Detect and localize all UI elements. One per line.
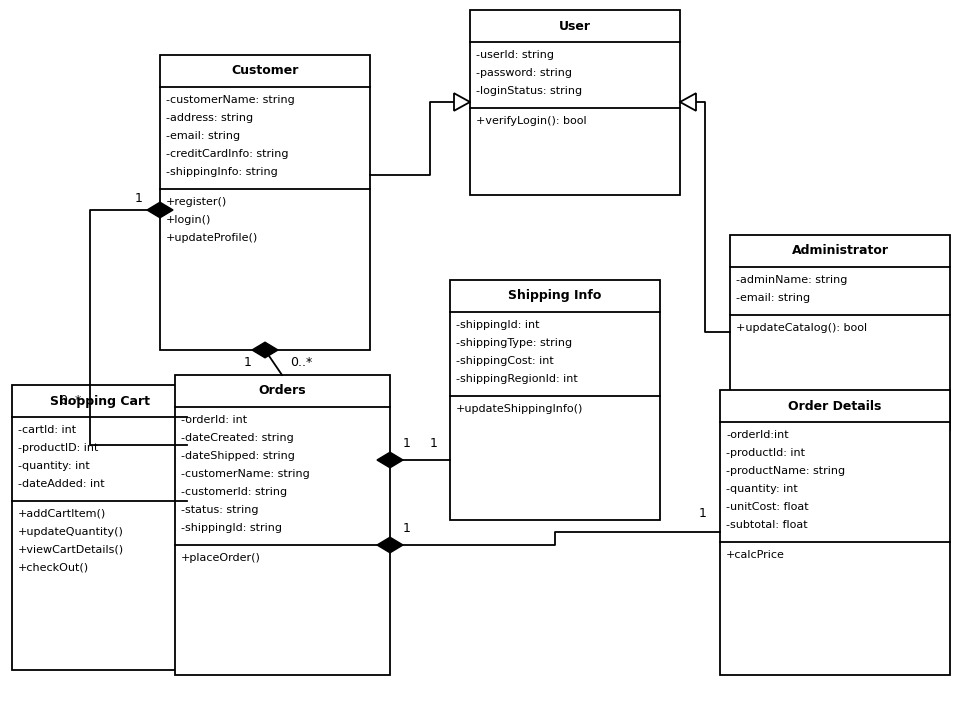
- Text: -dateCreated: string: -dateCreated: string: [181, 433, 294, 443]
- Text: -productID: int: -productID: int: [18, 443, 99, 453]
- Bar: [12, 385, 187, 670]
- Text: -shippingType: string: -shippingType: string: [456, 338, 572, 348]
- Text: -email: string: -email: string: [736, 293, 810, 303]
- Text: -customerId: string: -customerId: string: [181, 487, 287, 497]
- Text: Shopping Cart: Shopping Cart: [49, 395, 149, 407]
- Text: +updateQuantity(): +updateQuantity(): [18, 527, 124, 537]
- Text: Order Details: Order Details: [789, 400, 882, 412]
- Polygon shape: [147, 202, 173, 218]
- Text: -cartId: int: -cartId: int: [18, 425, 77, 435]
- Polygon shape: [377, 537, 403, 553]
- Text: +updateCatalog(): bool: +updateCatalog(): bool: [736, 323, 867, 333]
- Text: Customer: Customer: [232, 64, 298, 78]
- Text: -dateAdded: int: -dateAdded: int: [18, 479, 105, 489]
- Bar: [730, 235, 950, 430]
- Text: 1: 1: [135, 192, 143, 204]
- Text: +placeOrder(): +placeOrder(): [181, 553, 261, 563]
- Text: -shippingInfo: string: -shippingInfo: string: [166, 167, 278, 177]
- Text: Shipping Info: Shipping Info: [509, 290, 602, 302]
- Bar: [175, 375, 390, 675]
- Bar: [720, 390, 950, 675]
- Text: -loginStatus: string: -loginStatus: string: [476, 86, 582, 96]
- Text: -unitCost: float: -unitCost: float: [726, 502, 808, 512]
- Polygon shape: [252, 342, 278, 358]
- Text: -password: string: -password: string: [476, 68, 572, 78]
- Text: -shippingId: string: -shippingId: string: [181, 523, 282, 533]
- Text: -productName: string: -productName: string: [726, 466, 845, 476]
- Text: -status: string: -status: string: [181, 505, 259, 515]
- Text: -subtotal: float: -subtotal: float: [726, 520, 807, 530]
- Text: 1: 1: [430, 437, 438, 450]
- Text: +addCartItem(): +addCartItem(): [18, 509, 107, 519]
- Polygon shape: [454, 93, 470, 111]
- Text: +login(): +login(): [166, 215, 211, 225]
- Text: -shippingCost: int: -shippingCost: int: [456, 356, 553, 366]
- Bar: [160, 55, 370, 350]
- Text: -userId: string: -userId: string: [476, 50, 554, 60]
- Text: -address: string: -address: string: [166, 113, 253, 123]
- Text: +viewCartDetails(): +viewCartDetails(): [18, 545, 124, 555]
- Text: -shippingId: int: -shippingId: int: [456, 320, 540, 330]
- Text: +updateProfile(): +updateProfile(): [166, 233, 259, 243]
- Text: -adminName: string: -adminName: string: [736, 275, 847, 285]
- Text: -shippingRegionId: int: -shippingRegionId: int: [456, 374, 578, 384]
- Text: 1: 1: [403, 522, 411, 535]
- Bar: [450, 280, 660, 520]
- Text: +calcPrice: +calcPrice: [726, 550, 785, 560]
- Text: 0..*: 0..*: [59, 393, 81, 407]
- Text: Administrator: Administrator: [792, 245, 889, 257]
- Text: -quantity: int: -quantity: int: [18, 461, 90, 471]
- Text: -productId: int: -productId: int: [726, 448, 805, 458]
- Text: -orderId:int: -orderId:int: [726, 430, 789, 440]
- Text: -customerName: string: -customerName: string: [181, 469, 310, 479]
- Text: User: User: [559, 20, 591, 32]
- Text: -creditCardInfo: string: -creditCardInfo: string: [166, 149, 289, 159]
- Text: +updateShippingInfo(): +updateShippingInfo(): [456, 404, 583, 414]
- Text: Orders: Orders: [259, 384, 306, 398]
- Text: +checkOut(): +checkOut(): [18, 563, 89, 573]
- Text: 1: 1: [403, 437, 411, 450]
- Polygon shape: [680, 93, 696, 111]
- Text: +verifyLogin(): bool: +verifyLogin(): bool: [476, 116, 586, 126]
- Text: 0..*: 0..*: [290, 357, 312, 369]
- Bar: [470, 10, 680, 195]
- Text: 1: 1: [699, 507, 707, 520]
- Text: -orderId: int: -orderId: int: [181, 415, 247, 425]
- Text: -email: string: -email: string: [166, 131, 240, 141]
- Text: -customerName: string: -customerName: string: [166, 95, 295, 105]
- Polygon shape: [377, 452, 403, 468]
- Text: 1: 1: [244, 355, 252, 369]
- Text: -quantity: int: -quantity: int: [726, 484, 797, 494]
- Text: -dateShipped: string: -dateShipped: string: [181, 451, 295, 461]
- Text: +register(): +register(): [166, 197, 228, 207]
